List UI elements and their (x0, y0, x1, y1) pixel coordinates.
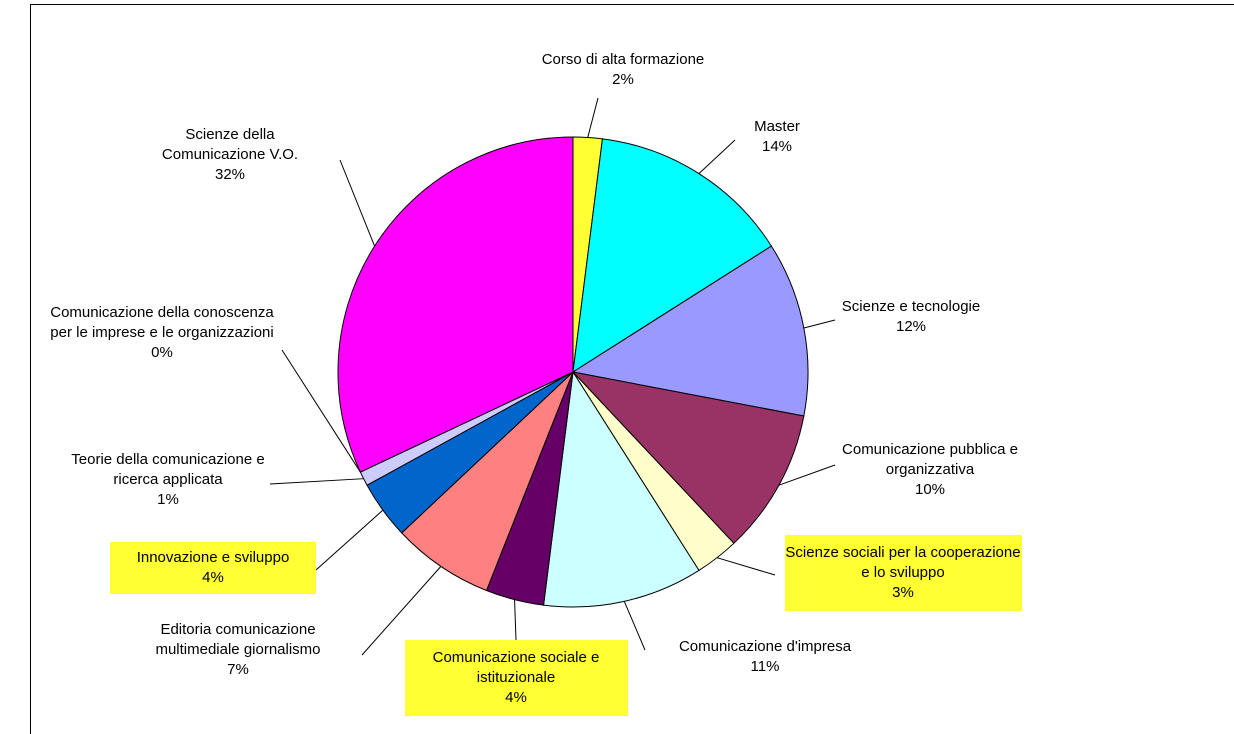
slice-label: Comunicazione sociale e istituzionale 4% (404, 640, 628, 716)
leader-line (361, 566, 442, 656)
value-label: 14% (761, 138, 793, 155)
slice-label: Teorie della comunicazione e ricerca app… (48, 450, 288, 510)
slice-label: Corso di alta formazione 2% (508, 50, 738, 90)
leader-line (716, 557, 776, 576)
category-label: Scienze sociali per la cooperazione e lo… (785, 544, 1021, 581)
category-label: Scienze della Comunicazione V.O. (161, 126, 299, 163)
category-label: Editoria comunicazione multimediale gior… (155, 621, 321, 658)
category-label: Comunicazione sociale e istituzionale (432, 649, 600, 686)
value-label: 0% (151, 344, 173, 361)
leader-line (587, 97, 599, 138)
slice-label: Innovazione e sviluppo 4% (110, 542, 316, 594)
leader-line (698, 139, 736, 174)
category-label: Corso di alta formazione (541, 51, 705, 68)
category-label: Comunicazione della conoscenza per le im… (50, 304, 274, 341)
leader-line (514, 599, 517, 641)
slice-label: Editoria comunicazione multimediale gior… (123, 620, 353, 680)
slice-label: Scienze della Comunicazione V.O. 32% (150, 125, 310, 185)
category-label: Scienze e tecnologie (841, 298, 981, 315)
value-label: 4% (202, 569, 224, 586)
value-label: 7% (227, 661, 249, 678)
leader-line (623, 601, 646, 651)
leader-line (803, 319, 836, 329)
pie-slice (542, 370, 700, 608)
slice-label: Scienze sociali per la cooperazione e lo… (784, 535, 1022, 611)
leader-line (778, 464, 836, 486)
value-label: 32% (214, 166, 246, 183)
category-label: Teorie della comunicazione e ricerca app… (71, 451, 265, 488)
value-label: 1% (157, 491, 179, 508)
slice-label: Comunicazione della conoscenza per le im… (47, 303, 277, 363)
value-label: 11% (750, 658, 780, 675)
value-label: 10% (914, 481, 946, 498)
category-label: Master (754, 118, 800, 135)
value-label: 12% (895, 318, 927, 335)
leader-line (281, 349, 361, 473)
category-label: Comunicazione d'impresa (678, 638, 852, 655)
leader-line (315, 509, 384, 571)
pie-slice (400, 371, 574, 592)
slice-label: Comunicazione d'impresa 11% (645, 637, 885, 677)
pie-slice (572, 138, 773, 373)
slice-label: Comunicazione pubblica e organizzativa 10… (810, 440, 1050, 500)
slice-label: Master 14% (727, 117, 827, 157)
leader-line (339, 159, 376, 247)
category-label: Innovazione e sviluppo (136, 549, 290, 566)
slice-label: Scienze e tecnologie 12% (811, 297, 1011, 337)
value-label: 2% (612, 71, 634, 88)
leader-line (269, 478, 364, 485)
value-label: 3% (892, 584, 914, 601)
value-label: 4% (505, 689, 527, 706)
category-label: Comunicazione pubblica e organizzativa (842, 441, 1018, 478)
pie-slice (337, 136, 574, 473)
chart-frame (30, 4, 1234, 734)
